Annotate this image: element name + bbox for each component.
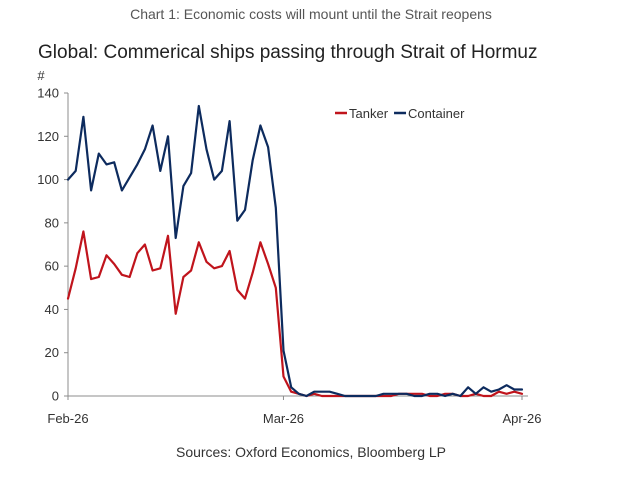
y-tick-label: 0: [52, 389, 59, 404]
y-tick-label: 100: [37, 172, 59, 187]
series-line-tanker: [66, 230, 524, 398]
y-tick-label: 120: [37, 129, 59, 144]
x-tick-label: Feb-26: [47, 411, 88, 426]
y-tick-label: 40: [45, 302, 59, 317]
y-tick-label: 80: [45, 215, 59, 230]
legend-label-container: Container: [408, 106, 465, 121]
y-axis-unit-label: #: [37, 68, 45, 83]
x-tick-label: Mar-26: [263, 411, 304, 426]
y-tick-label: 60: [45, 259, 59, 274]
legend-label-tanker: Tanker: [349, 106, 389, 121]
chart-title: Global: Commerical ships passing through…: [38, 42, 538, 63]
chart-caption: Chart 1: Economic costs will mount until…: [130, 6, 492, 22]
y-tick-label: 20: [45, 345, 59, 360]
series-line-container: [66, 104, 524, 398]
y-tick-label: 140: [37, 86, 59, 101]
x-tick-label: Apr-26: [502, 411, 541, 426]
sources-note: Sources: Oxford Economics, Bloomberg LP: [175, 444, 446, 460]
